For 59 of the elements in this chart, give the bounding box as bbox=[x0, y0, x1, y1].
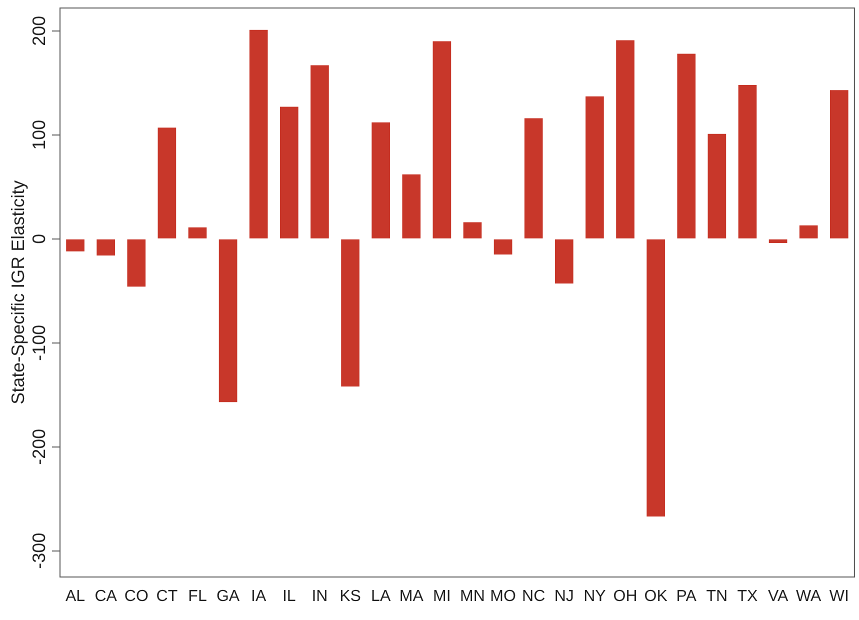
x-tick-label: IL bbox=[282, 588, 296, 605]
x-tick-label: IA bbox=[251, 588, 266, 605]
bar bbox=[768, 239, 788, 244]
x-tick-label: WA bbox=[796, 588, 822, 605]
bar bbox=[280, 106, 298, 238]
bar bbox=[463, 222, 482, 238]
bar bbox=[158, 128, 176, 238]
x-tick-label: TX bbox=[737, 588, 758, 605]
bar bbox=[646, 239, 665, 516]
x-tick-label: MN bbox=[460, 588, 485, 605]
x-tick-label: NJ bbox=[554, 588, 574, 605]
bar bbox=[66, 239, 84, 252]
bar bbox=[188, 227, 207, 238]
bar bbox=[402, 174, 421, 238]
bar bbox=[677, 54, 696, 238]
x-tick-label: VA bbox=[768, 588, 788, 605]
bar bbox=[830, 90, 848, 238]
x-tick-label: NC bbox=[522, 588, 546, 605]
bar bbox=[738, 84, 757, 238]
bar bbox=[127, 239, 146, 287]
y-axis-title: State-Specific IGR Elasticity bbox=[8, 180, 28, 404]
y-tick-label: 100 bbox=[28, 120, 49, 150]
x-tick-label: CT bbox=[156, 588, 178, 605]
y-tick-label: -100 bbox=[28, 324, 49, 361]
x-tick-label: OK bbox=[644, 588, 668, 605]
x-tick-label: NY bbox=[584, 588, 606, 605]
x-tick-label: FL bbox=[188, 588, 207, 605]
bar bbox=[310, 65, 329, 238]
bar bbox=[249, 30, 268, 238]
x-tick-label: KS bbox=[340, 588, 361, 605]
x-tick-label: GA bbox=[216, 588, 240, 605]
x-tick-label: WI bbox=[829, 588, 849, 605]
x-tick-label: IN bbox=[312, 588, 328, 605]
x-tick-label: MA bbox=[399, 588, 424, 605]
x-tick-label: MO bbox=[490, 588, 516, 605]
bar bbox=[218, 239, 238, 402]
bar bbox=[432, 41, 452, 238]
y-tick-label: 200 bbox=[28, 16, 49, 46]
bar bbox=[341, 239, 360, 387]
x-tick-label: CO bbox=[124, 588, 148, 605]
x-tick-label: AL bbox=[65, 588, 86, 605]
x-tick-label: CA bbox=[94, 588, 118, 605]
bar bbox=[524, 118, 543, 238]
y-tick-label: -300 bbox=[28, 532, 49, 569]
bar bbox=[494, 239, 512, 254]
bar bbox=[616, 40, 634, 238]
x-tick-label: MI bbox=[433, 588, 451, 605]
bar bbox=[96, 239, 115, 256]
y-tick-label: 0 bbox=[28, 234, 49, 244]
bar bbox=[372, 122, 390, 238]
bar bbox=[586, 96, 604, 238]
bar bbox=[708, 134, 726, 238]
bar bbox=[799, 225, 818, 238]
bar bbox=[554, 239, 574, 284]
x-tick-label: LA bbox=[371, 588, 391, 605]
y-tick-label: -200 bbox=[28, 428, 49, 465]
x-tick-label: TN bbox=[706, 588, 728, 605]
x-tick-label: OH bbox=[613, 588, 638, 605]
x-tick-label: PA bbox=[676, 588, 697, 605]
